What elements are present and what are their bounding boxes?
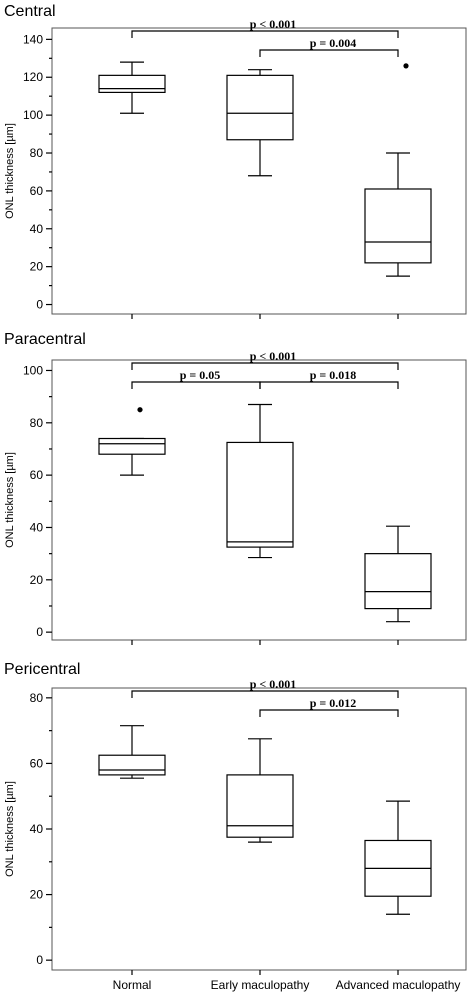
iqr-box	[98, 437, 166, 455]
p-value-label: p = 0.05	[180, 368, 221, 382]
p-value-label: p = 0.018	[310, 368, 357, 382]
y-tick-label: 40	[30, 520, 44, 534]
bracket-line	[131, 30, 399, 38]
y-tick-label: 80	[30, 146, 44, 160]
iqr-box	[364, 188, 432, 264]
y-tick-label: 20	[30, 260, 44, 274]
y-axis-label: ONL thickness [µm]	[4, 781, 16, 877]
y-tick-label: 0	[36, 625, 43, 639]
box-early-maculopathy	[226, 403, 294, 559]
significance-bracket: p = 0.004	[259, 36, 399, 57]
iqr-box	[98, 754, 166, 776]
y-axis-label: ONL thickness [µm]	[4, 452, 16, 548]
box-normal	[98, 61, 166, 114]
y-tick-label: 80	[30, 416, 44, 430]
significance-bracket: p = 0.05	[131, 368, 261, 389]
panel-pericentral: Pericentral ONL thickness [µm] 0 20 40 60 80 p …	[4, 661, 467, 975]
significance-bracket: p = 0.018	[259, 368, 399, 389]
panel-paracentral: Paracentral ONL thickness [µm] 0 20 40 60 80 10…	[4, 331, 467, 645]
y-tick-label: 120	[23, 70, 43, 84]
bracket-line	[131, 690, 399, 698]
y-tick-label: 20	[30, 573, 44, 587]
x-category-label: Advanced maculopathy	[336, 978, 461, 992]
y-tick-label: 60	[30, 468, 44, 482]
bracket-line	[131, 362, 399, 370]
outlier-point	[137, 407, 143, 413]
significance-bracket: p < 0.001	[131, 17, 399, 38]
iqr-box	[98, 74, 166, 93]
panel-title: Pericentral	[4, 661, 80, 678]
bracket-line	[259, 49, 399, 57]
p-value-label: p < 0.001	[250, 349, 297, 363]
iqr-box	[364, 553, 432, 610]
box-normal	[98, 407, 166, 476]
box-normal	[98, 725, 166, 779]
p-value-label: p < 0.001	[250, 17, 297, 31]
panel-central: Central ONL thickness [µm] 0 20 40 60 80 100 120…	[4, 3, 467, 319]
p-value-label: p < 0.001	[250, 677, 297, 691]
y-tick-label: 0	[36, 953, 43, 967]
box-advanced-maculopathy	[364, 525, 432, 623]
bracket-line	[259, 709, 399, 717]
outlier-point	[403, 63, 409, 69]
y-tick-label: 60	[30, 756, 44, 770]
significance-bracket: p < 0.001	[131, 349, 399, 370]
p-value-label: p = 0.004	[310, 36, 357, 50]
x-category-label: Normal	[113, 978, 152, 992]
x-category-label: Early maculopathy	[211, 978, 310, 992]
y-tick-label: 80	[30, 691, 44, 705]
panel-title: Paracentral	[4, 331, 86, 348]
box-early-maculopathy	[226, 69, 294, 177]
y-tick-label: 100	[23, 363, 43, 377]
y-tick-label: 140	[23, 32, 43, 46]
iqr-box	[226, 74, 294, 141]
y-tick-label: 20	[30, 888, 44, 902]
iqr-box	[226, 774, 294, 838]
bracket-line	[131, 381, 261, 389]
panel-title: Central	[4, 3, 56, 20]
box-advanced-maculopathy	[364, 800, 432, 915]
significance-bracket: p = 0.012	[259, 696, 399, 717]
p-value-label: p = 0.012	[310, 696, 357, 710]
box-early-maculopathy	[226, 738, 294, 843]
y-tick-label: 40	[30, 822, 44, 836]
box-advanced-maculopathy	[364, 63, 432, 277]
bracket-line	[259, 381, 399, 389]
plot-frame	[51, 27, 467, 315]
y-tick-label: 0	[36, 298, 43, 312]
y-tick-label: 100	[23, 108, 43, 122]
significance-bracket: p < 0.001	[131, 677, 399, 698]
y-tick-label: 60	[30, 184, 44, 198]
iqr-box	[226, 441, 294, 548]
plot-frame	[51, 359, 467, 641]
y-axis-label: ONL thickness [µm]	[4, 123, 16, 219]
y-tick-label: 40	[30, 222, 44, 236]
